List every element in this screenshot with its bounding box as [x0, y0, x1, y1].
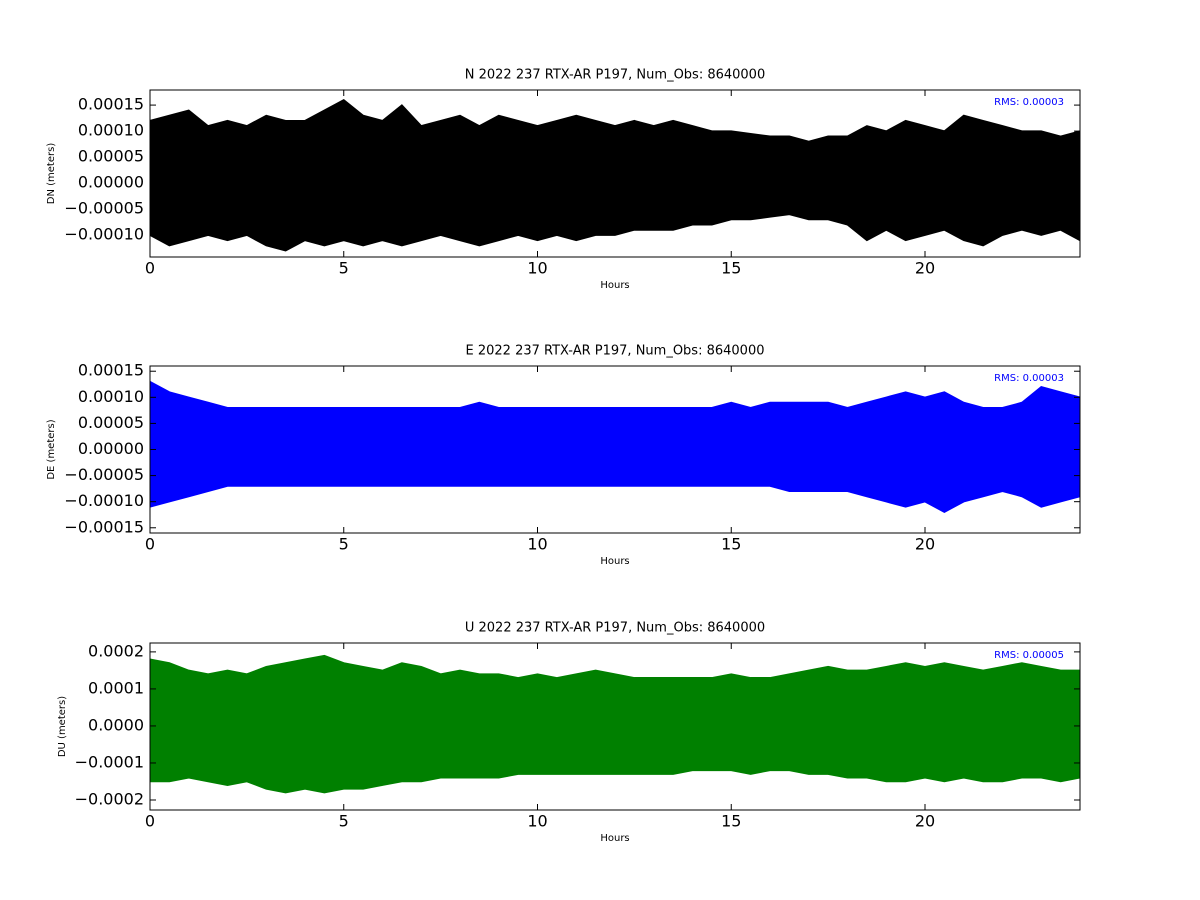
x-tick-label: 10: [527, 535, 547, 554]
y-tick-label: 0.0001: [88, 678, 144, 697]
series-area: [150, 725, 1080, 794]
y-tick-label: 0.00015: [78, 95, 144, 114]
y-axis-label: DN (meters): [46, 143, 57, 205]
x-axis-label: Hours: [600, 280, 629, 291]
x-tick-label: 5: [339, 259, 349, 278]
y-tick-label: −0.00005: [64, 199, 144, 218]
y-tick-label: 0.00015: [78, 361, 144, 380]
x-axis-label: Hours: [600, 833, 629, 844]
x-axis-label: Hours: [600, 556, 629, 567]
x-tick-label: 0: [145, 259, 155, 278]
x-tick-label: 15: [721, 812, 741, 831]
chart-title: E 2022 237 RTX-AR P197, Num_Obs: 8640000: [466, 344, 765, 359]
y-tick-label: 0.0002: [88, 641, 144, 660]
y-tick-label: 0.00005: [78, 147, 144, 166]
series-area: [150, 448, 1080, 513]
y-axis-label: DU (meters): [57, 696, 68, 757]
chart-title: N 2022 237 RTX-AR P197, Num_Obs: 8640000: [465, 68, 765, 83]
y-tick-label: 0.00010: [78, 387, 144, 406]
x-tick-label: 20: [915, 535, 935, 554]
y-tick-label: 0.00005: [78, 413, 144, 432]
x-tick-label: 15: [721, 535, 741, 554]
x-tick-label: 10: [527, 259, 547, 278]
y-axis-label: DE (meters): [46, 419, 57, 479]
y-tick-label: 0.00000: [78, 173, 144, 192]
series-area: [150, 98, 1080, 184]
y-tick-label: −0.0001: [75, 752, 144, 771]
series-area: [150, 182, 1080, 252]
x-tick-label: 20: [915, 812, 935, 831]
y-tick-label: −0.0002: [75, 790, 144, 809]
x-tick-label: 15: [721, 259, 741, 278]
x-tick-label: 0: [145, 535, 155, 554]
x-tick-label: 5: [339, 812, 349, 831]
x-tick-label: 10: [527, 812, 547, 831]
y-tick-label: −0.00010: [64, 225, 144, 244]
series-area: [150, 654, 1080, 727]
y-tick-label: −0.00015: [64, 517, 144, 536]
y-tick-label: −0.00005: [64, 465, 144, 484]
plot-frame: [149, 642, 1081, 811]
x-tick-label: 0: [145, 812, 155, 831]
y-tick-label: 0.00010: [78, 121, 144, 140]
chart-title: U 2022 237 RTX-AR P197, Num_Obs: 8640000: [465, 621, 765, 636]
annotation: RMS: 0.00003: [994, 97, 1064, 108]
series-area: [150, 380, 1080, 451]
annotation: RMS: 0.00005: [994, 650, 1064, 661]
annotation: RMS: 0.00003: [994, 373, 1064, 384]
y-tick-label: 0.0000: [88, 715, 144, 734]
y-tick-label: −0.00010: [64, 491, 144, 510]
plot-frame: [149, 89, 1081, 258]
x-tick-label: 20: [915, 259, 935, 278]
x-tick-label: 5: [339, 535, 349, 554]
y-tick-label: 0.00000: [78, 439, 144, 458]
